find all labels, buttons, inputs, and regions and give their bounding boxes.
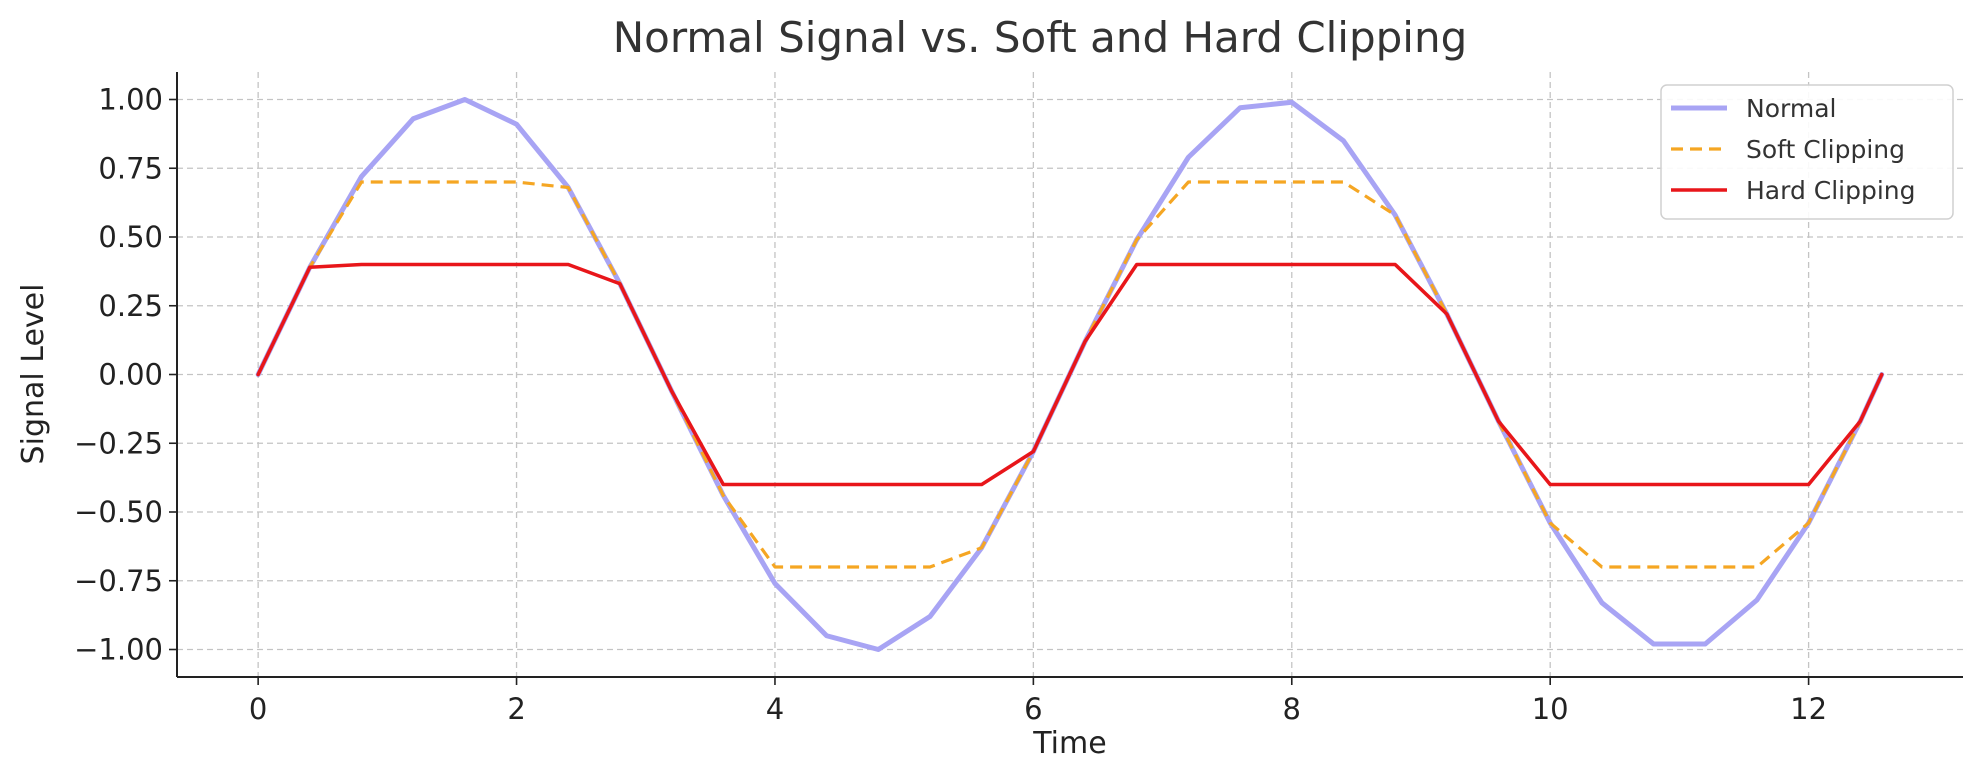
- x-tick-label: 0: [249, 692, 267, 726]
- x-tick-label: 4: [766, 692, 784, 726]
- y-tick-label: −0.75: [74, 564, 163, 598]
- series-line-hard-clipping: [256, 262, 1884, 487]
- chart-title: Normal Signal vs. Soft and Hard Clipping: [613, 13, 1468, 62]
- y-tick-label: 0.00: [98, 358, 163, 392]
- y-tick-label: −0.50: [74, 495, 163, 529]
- y-tick-label: 1.00: [98, 83, 163, 117]
- y-tick-label: 0.50: [98, 220, 163, 254]
- legend-box: [1660, 84, 1954, 220]
- x-tick-label: 8: [1283, 692, 1301, 726]
- y-tick-label: −1.00: [74, 633, 163, 667]
- y-axis-label: Signal Level: [16, 284, 51, 465]
- x-axis-label: Time: [1032, 726, 1106, 761]
- x-tick-label: 12: [1790, 692, 1827, 726]
- series-layer: [255, 97, 1885, 652]
- legend: Normal Soft Clipping Hard Clipping: [1660, 84, 1954, 220]
- y-tick-label: −0.25: [74, 426, 163, 460]
- y-tick-label: 0.75: [98, 151, 163, 185]
- x-tick-label: 10: [1532, 692, 1569, 726]
- ticks-layer: 0 2 4 6 8 10 12 1.00 0.75 0.50 0.25 0.00 −0.25 −0.50 −…: [74, 83, 1827, 727]
- legend-label-soft-clipping: Soft Clipping: [1746, 135, 1905, 164]
- legend-label-normal: Normal: [1746, 94, 1836, 123]
- x-tick-label: 2: [507, 692, 525, 726]
- legend-label-hard-clipping: Hard Clipping: [1746, 176, 1916, 205]
- legend-items: Normal Soft Clipping Hard Clipping: [1671, 94, 1916, 205]
- x-tick-label: 6: [1024, 692, 1042, 726]
- y-tick-label: 0.25: [98, 289, 163, 323]
